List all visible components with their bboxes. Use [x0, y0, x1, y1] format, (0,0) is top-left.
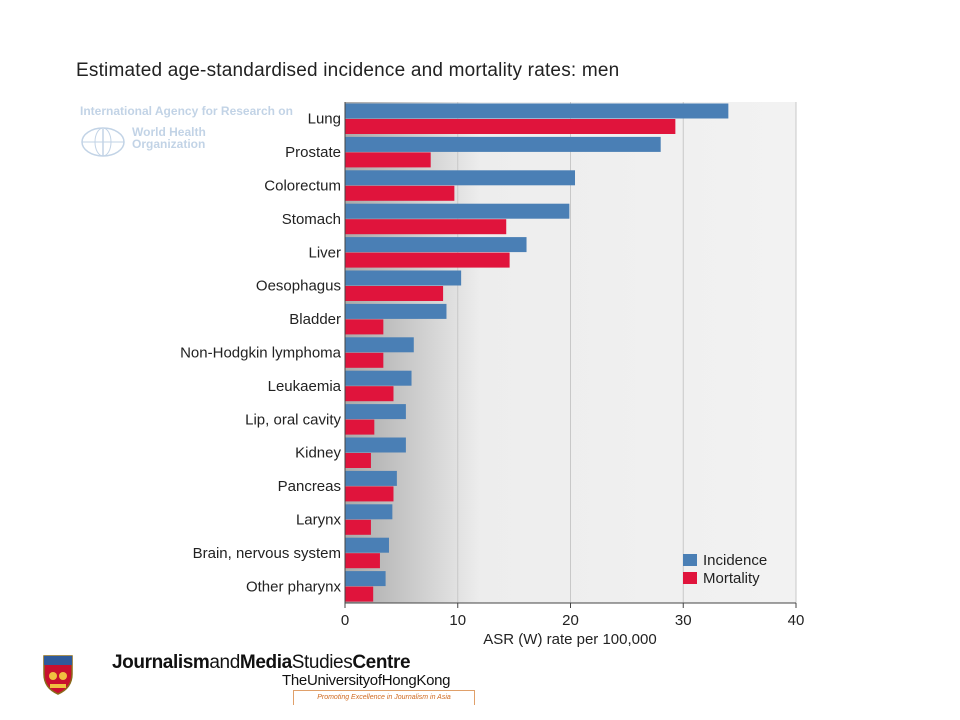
- watermark-org-line1: World Health: [132, 125, 206, 139]
- legend-label-mortality: Mortality: [703, 570, 760, 587]
- incidence-bar: [345, 203, 570, 219]
- mortality-bar: [345, 185, 455, 201]
- mortality-bar: [345, 419, 375, 435]
- mortality-bar: [345, 152, 431, 168]
- x-tick-label: 0: [341, 612, 349, 629]
- watermark-org-line2: Organization: [132, 137, 206, 151]
- mortality-bar: [345, 286, 444, 301]
- category-label: Larynx: [296, 512, 342, 529]
- category-label: Lung: [308, 111, 341, 128]
- mortality-bar: [345, 119, 676, 134]
- iarc-who-watermark: International Agency for Research on Wor…: [80, 104, 342, 162]
- chart-title: Estimated age-standardised incidence and…: [76, 60, 620, 81]
- centre-name-and: and: [209, 652, 240, 673]
- hku-crest-icon: [43, 655, 73, 695]
- x-tick-label: 20: [562, 612, 579, 629]
- mortality-bar: [345, 219, 507, 235]
- category-label: Leukaemia: [268, 378, 342, 395]
- incidence-bar: [345, 370, 412, 386]
- x-tick-label: 40: [788, 612, 805, 629]
- centre-name-centre: Centre: [352, 652, 411, 673]
- centre-name-journalism: Journalism: [112, 652, 210, 673]
- incidence-bar: [345, 136, 661, 152]
- incidence-bar: [345, 303, 447, 319]
- incidence-bar: [345, 237, 527, 253]
- centre-name-studies: Studies: [291, 652, 353, 673]
- incidence-bar: [345, 470, 397, 486]
- category-label: Stomach: [282, 211, 341, 228]
- mortality-bar: [345, 352, 384, 368]
- category-label: Other pharynx: [246, 578, 342, 595]
- mortality-bar: [345, 252, 510, 268]
- bar-chart: Lung Prostate Colorectum Stomach Liver Oesoph…: [180, 102, 805, 648]
- category-label: Lip, oral cavity: [245, 411, 341, 428]
- category-labels: Lung Prostate Colorectum Stomach Liver Oesoph…: [180, 111, 342, 596]
- centre-name: JournalismandMediaStudiesCentre: [112, 652, 411, 674]
- who-emblem-icon: [81, 127, 125, 157]
- mortality-bar: [345, 586, 374, 602]
- mortality-bar: [345, 319, 384, 335]
- mortality-bar: [345, 486, 394, 502]
- x-axis-label: ASR (W) rate per 100,000: [483, 631, 656, 648]
- mortality-bar: [345, 453, 371, 468]
- category-label: Liver: [308, 244, 341, 261]
- mortality-bar: [345, 386, 394, 402]
- incidence-bar: [345, 571, 386, 587]
- category-label: Bladder: [289, 311, 341, 328]
- category-label: Non-Hodgkin lymphoma: [180, 345, 342, 362]
- category-label: Brain, nervous system: [193, 545, 341, 562]
- incidence-bar: [345, 537, 389, 553]
- university-name: TheUniversityofHongKong: [282, 672, 451, 689]
- incidence-bar: [345, 337, 414, 353]
- legend-label-incidence: Incidence: [703, 552, 767, 569]
- incidence-bar: [345, 437, 406, 453]
- incidence-bar: [345, 270, 462, 286]
- category-label: Pancreas: [278, 478, 341, 495]
- category-label: Kidney: [295, 445, 341, 462]
- x-tick-label: 30: [675, 612, 692, 629]
- incidence-bar: [345, 504, 393, 520]
- mortality-bar: [345, 553, 380, 569]
- legend-swatch-mortality: [683, 572, 697, 584]
- incidence-bar: [345, 103, 729, 119]
- incidence-bar: [345, 170, 576, 186]
- bars: [345, 103, 729, 602]
- legend-swatch-incidence: [683, 554, 697, 566]
- mortality-bar: [345, 519, 371, 535]
- centre-name-media: Media: [239, 652, 292, 673]
- incidence-bar: [345, 404, 406, 420]
- x-axis: 0 10 20 30 40: [341, 102, 805, 629]
- category-label: Prostate: [285, 144, 341, 161]
- x-tick-label: 10: [449, 612, 466, 629]
- tagline: Promoting Excellence in Journalism in As…: [293, 690, 475, 705]
- category-label: Oesophagus: [256, 278, 341, 295]
- watermark-org-text: World Health Organization: [132, 126, 206, 150]
- category-label: Colorectum: [264, 178, 341, 195]
- watermark-agency-text: International Agency for Research on: [80, 104, 293, 118]
